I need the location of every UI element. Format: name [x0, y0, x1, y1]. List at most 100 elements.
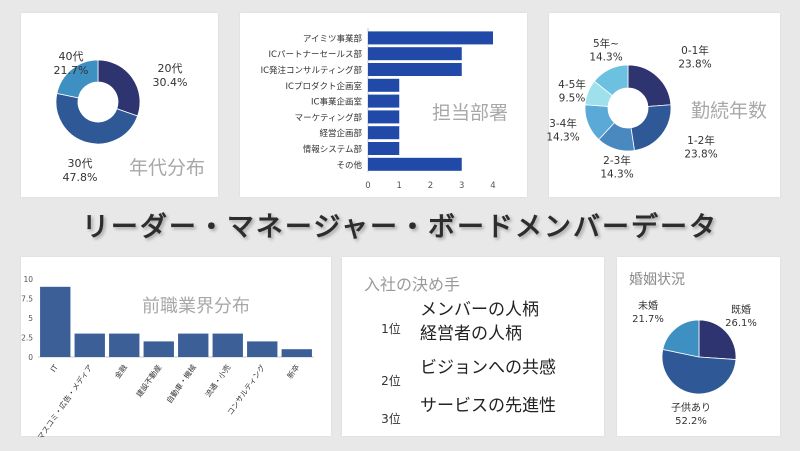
industry-category-label: 新卒	[285, 362, 302, 380]
industry-bar-2	[109, 333, 140, 357]
age-slice-name-0: 20代	[158, 62, 183, 75]
dept-bar-1	[368, 47, 462, 61]
rank-reason-line: ビジョンへの共感	[420, 358, 556, 378]
age-slice-2	[56, 59, 99, 99]
industry-bar-5	[212, 333, 243, 357]
marital-slice-name-1: 子供あり	[671, 401, 711, 414]
marital-title: 婚姻状況	[629, 272, 685, 288]
age-slice-value-2: 21.7%	[54, 64, 89, 77]
tenure-slice-5	[593, 64, 629, 97]
tenure-slice-name-3: 3-4年	[549, 117, 577, 130]
dept-category-label: その他	[336, 160, 362, 171]
dept-category-label: ICパートナーセールス部	[269, 49, 363, 60]
rank-reason: ビジョンへの共感	[420, 356, 556, 380]
industry-category-label: マスコミ・広告・メディア	[35, 362, 95, 441]
age-slice-0	[97, 59, 141, 117]
rank-reason-line: 経営者の人柄	[420, 324, 522, 344]
dept-category-label: ICプロダクト企画室	[286, 81, 363, 92]
industry-watermark: 前職業界分布	[142, 296, 250, 317]
industry-y-tick: 2.5	[21, 334, 33, 343]
industry-bar-6	[247, 341, 278, 357]
dept-category-label: 経営企画部	[319, 128, 362, 139]
industry-category-label: IT	[49, 363, 61, 374]
marital-card: 婚姻状況 既婚 26.1% 子供あり 52.2% 未婚 21.7%	[617, 257, 780, 436]
dept-bar-6	[368, 126, 400, 140]
tenure-slice-0	[627, 64, 672, 107]
industry-y-tick: 0	[28, 353, 33, 362]
tenure-slice-value-4: 9.5%	[559, 93, 586, 105]
decision-card: 入社の決め手 1位 メンバーの人柄 経営者の人柄 2位 ビジョンへの共感 3位 サービスの先…	[342, 257, 604, 436]
tenure-slice-name-1: 1-2年	[687, 134, 715, 147]
dept-bar-5	[368, 110, 400, 124]
dept-bar-3	[368, 78, 400, 92]
dept-x-tick: 3	[459, 181, 464, 191]
marital-slice-0	[698, 319, 737, 360]
marital-slice-name-0: 既婚	[731, 303, 751, 316]
rank-reason-line: サービスの先進性	[420, 396, 556, 416]
dept-category-label: 情報システム部	[303, 144, 363, 155]
tenure-slice-value-2: 14.3%	[600, 169, 633, 181]
dept-x-tick: 1	[397, 181, 402, 191]
dept-category-label: マーケティング部	[295, 112, 363, 123]
industry-y-tick: 5	[28, 314, 33, 323]
age-slice-1	[55, 92, 139, 145]
dept-bar-0	[368, 31, 493, 45]
marital-slice-1	[661, 348, 737, 395]
dept-x-tick: 0	[365, 181, 370, 191]
industry-bar-1	[74, 333, 105, 357]
age-slice-name-1: 30代	[68, 157, 93, 170]
tenure-slice-name-0: 0-1年	[681, 44, 709, 57]
department-bar-chart: 担当部署 アイミツ事業部 ICパートナーセールス部 IC発注コンサルティング部 ICプ…	[261, 28, 508, 191]
industry-bar-3	[143, 341, 174, 357]
industry-category-label: 建設不動産	[134, 362, 164, 398]
industry-bar-7	[281, 349, 312, 357]
tenure-card: 勤続年数 0-1年 23.8% 1-2年 23.8% 2-3年 14.3% 3-4年 14.3…	[546, 13, 780, 197]
industry-category-label: 流通・小売	[203, 362, 233, 399]
age-slice-value-1: 47.8%	[63, 171, 98, 184]
industry-category-label: 自動車・機械	[164, 362, 198, 405]
rank-number: 1位	[381, 322, 401, 336]
dept-category-label: IC発注コンサルティング部	[261, 65, 363, 76]
dept-bar-8	[368, 157, 462, 171]
industry-bar-4	[178, 333, 209, 357]
age-slice-value-0: 30.4%	[153, 76, 188, 89]
tenure-slice-name-5: 5年~	[593, 37, 619, 50]
tenure-slice-name-2: 2-3年	[603, 154, 631, 167]
dept-bar-4	[368, 94, 400, 108]
dept-x-tick: 4	[490, 181, 495, 191]
marital-slice-value-1: 52.2%	[675, 416, 707, 427]
tenure-slice-value-1: 23.8%	[684, 149, 717, 161]
tenure-watermark: 勤続年数	[691, 100, 767, 122]
decision-title: 入社の決め手	[364, 275, 461, 294]
rank-number: 2位	[381, 374, 401, 388]
dept-category-label: アイミツ事業部	[303, 33, 363, 44]
tenure-slice-value-3: 14.3%	[546, 132, 579, 144]
industry-y-tick: 10	[23, 275, 33, 284]
tenure-slice-name-4: 4-5年	[558, 78, 586, 91]
rank-reason-line: メンバーの人柄	[420, 300, 539, 320]
industry-category-label: 金融	[112, 362, 129, 380]
dept-watermark: 担当部署	[432, 102, 508, 124]
marital-slice-name-2: 未婚	[638, 299, 658, 312]
tenure-slice-1	[630, 104, 672, 151]
age-slice-name-2: 40代	[59, 50, 84, 63]
industry-bar-0	[40, 286, 71, 357]
industry-y-tick: 7.5	[21, 295, 33, 304]
age-distribution-card: 年代分布 20代 30.4% 30代 47.8% 40代 21.7%	[21, 13, 218, 197]
dept-category-label: IC事業企画室	[311, 97, 362, 108]
marital-slice-value-2: 21.7%	[632, 314, 664, 325]
industry-category-label: コンサルティング	[225, 362, 268, 417]
dept-bar-7	[368, 142, 400, 155]
tenure-donut-chart: 勤続年数 0-1年 23.8% 1-2年 23.8% 2-3年 14.3% 3-4年 14.3…	[546, 37, 767, 181]
dept-bar-2	[368, 63, 462, 76]
marital-slice-2	[662, 319, 700, 358]
tenure-slice-value-5: 14.3%	[589, 52, 622, 64]
industry-card: 前職業界分布 0 2.5 5 7.5 10 IT マスコミ・広告・メディア 金融 建設不動産 自動…	[21, 257, 331, 441]
marital-slice-value-0: 26.1%	[725, 318, 757, 329]
rank-reason: サービスの先進性	[420, 394, 556, 418]
age-watermark: 年代分布	[129, 157, 205, 179]
rank-reason: メンバーの人柄 経営者の人柄	[420, 298, 539, 346]
tenure-slice-value-0: 23.8%	[678, 59, 711, 71]
